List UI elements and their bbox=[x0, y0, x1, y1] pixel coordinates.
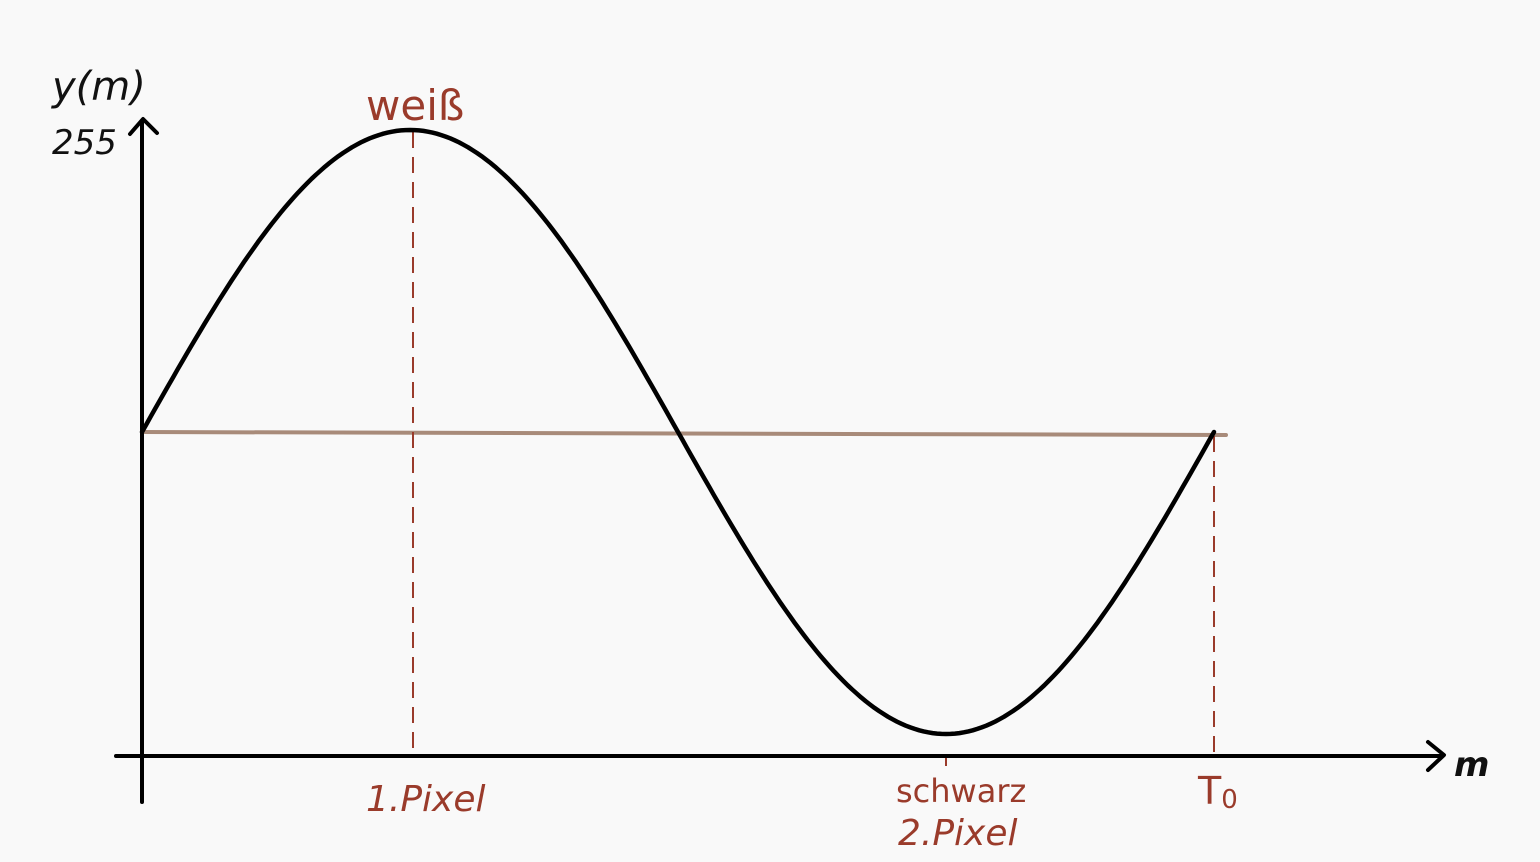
second-pixel-label: 2.Pixel bbox=[898, 813, 1018, 854]
midline bbox=[140, 430, 1228, 437]
x-axis-arrowhead bbox=[1426, 740, 1446, 772]
first-pixel-label: 1.Pixel bbox=[366, 779, 486, 820]
peak-label: weiß bbox=[366, 81, 464, 130]
y-axis-label: y(m) bbox=[51, 64, 146, 110]
x-axis-label: m bbox=[1454, 745, 1489, 785]
period-label-main: T bbox=[1197, 769, 1222, 813]
sine-curve bbox=[139, 127, 1217, 737]
trough-label: schwarz bbox=[896, 772, 1026, 810]
period-label-subscript: 0 bbox=[1221, 785, 1238, 815]
y-axis-arrowhead bbox=[128, 117, 159, 136]
y-max-label: 255 bbox=[52, 123, 117, 163]
period-label: T0 bbox=[1197, 769, 1238, 815]
